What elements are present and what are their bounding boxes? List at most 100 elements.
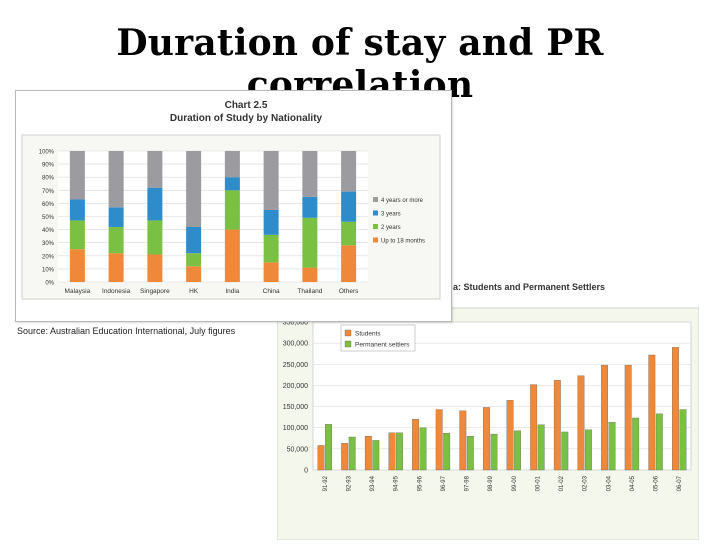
chart1-y-tick-label: 0%: [45, 281, 54, 287]
chart1-bar-segment: [69, 220, 85, 250]
chart2-bar: [530, 384, 538, 471]
chart1-bar-segment: [302, 217, 318, 268]
chart2-x-tick-label: 01-02: [559, 475, 565, 491]
chart2-y-tick-label: 150,000: [283, 404, 308, 411]
chart2-bar: [561, 431, 569, 471]
chart2-x-tick-label: 92-93: [346, 475, 352, 491]
chart1-bar-segment: [302, 151, 318, 197]
chart2-bar: [577, 375, 585, 471]
chart1-y-tick-label: 30%: [42, 241, 55, 247]
chart1-x-tick-label: HK: [189, 288, 199, 295]
chart2-y-tick-label: 0: [304, 468, 308, 475]
chart1-legend-label: 4 years or more: [381, 198, 424, 204]
chart2-bar: [601, 364, 608, 471]
chart2-x-tick-label: 06-07: [677, 475, 683, 491]
chart2-bar: [679, 409, 687, 471]
chart2-bar: [624, 364, 632, 471]
chart1-bar-segment: [108, 207, 124, 227]
chart1-legend-swatch: [373, 197, 378, 202]
chart2-bar: [348, 436, 356, 471]
chart1-x-tick-label: Thailand: [297, 288, 322, 295]
chart2-x-tick-label: 93-94: [370, 475, 376, 491]
chart2-y-tick-label: 50,000: [287, 446, 309, 453]
chart2-x-tick-label: 96-97: [441, 475, 447, 491]
chart1-bar-segment: [108, 151, 124, 208]
chart2-y-tick-label: 200,000: [283, 383, 308, 390]
chart1-legend-swatch: [373, 224, 378, 229]
chart1-x-tick-label: China: [263, 288, 280, 295]
chart1-x-tick-label: India: [225, 288, 239, 295]
chart1-bar-segment: [108, 253, 124, 282]
chart1-y-tick-label: 100%: [39, 150, 55, 156]
chart2-x-tick-label: 02-03: [583, 475, 589, 491]
chart1-bar-segment: [147, 151, 163, 188]
chart1-bar-segment: [186, 253, 202, 267]
duration-chart-panel: Chart 2.5 Duration of Study by Nationalit…: [15, 90, 452, 322]
chart2-bar: [317, 445, 325, 471]
source-note: Source: Australian Education Internation…: [17, 326, 236, 336]
chart2-x-tick-label: 00-01: [535, 475, 541, 491]
chart1-y-tick-label: 80%: [42, 176, 55, 182]
chart2-bar: [506, 400, 514, 471]
chart2-bar: [396, 432, 403, 471]
chart1-legend-label: Up to 18 months: [381, 239, 425, 245]
chart2-bar: [435, 409, 443, 471]
chart2-bar: [655, 413, 663, 471]
chart1-legend-swatch: [373, 210, 378, 216]
chart1-bar-segment: [263, 234, 279, 263]
chart1-bar-segment: [147, 254, 163, 282]
chart1-bar-segment: [302, 196, 318, 218]
chart1-y-tick-label: 20%: [42, 254, 55, 260]
chart2-bar: [341, 443, 349, 471]
chart1-bar-segment: [186, 266, 202, 282]
chart1-bar-segment: [186, 226, 202, 254]
chart1-bar-segment: [108, 226, 124, 254]
chart2-bar: [459, 410, 467, 471]
chart1-y-tick-label: 60%: [42, 202, 55, 208]
chart2-bar: [537, 424, 545, 471]
chart1-y-tick-label: 50%: [42, 215, 55, 221]
chart2-x-tick-label: 03-04: [606, 475, 612, 491]
chart2-legend-box: [340, 324, 416, 352]
chart1-bar-segment: [69, 199, 85, 221]
chart2-legend-swatch: [344, 340, 352, 348]
chart2-x-tick-label: 95-96: [417, 475, 423, 491]
chart2-y-tick-label: 350,000: [283, 320, 308, 327]
students-settlers-chart: a: Students and Permanent Settlers 0 50,00…: [276, 282, 700, 541]
chart2-bar: [364, 436, 372, 471]
chart2-bar: [412, 419, 419, 471]
chart1-bar-segment: [224, 151, 240, 178]
chart2-legend-label: Students: [355, 331, 381, 338]
chart1-legend-label: 3 years: [381, 212, 401, 218]
chart2-legend-swatch: [344, 329, 352, 337]
chart2-y-tick-label: 300,000: [283, 341, 308, 348]
chart2-x-tick-label: 91-92: [323, 475, 329, 491]
chart1-bar-segment: [263, 262, 279, 282]
chart2-bar: [372, 440, 380, 471]
chart2-bar: [514, 430, 521, 471]
chart2-y-tick-label: 250,000: [283, 362, 308, 369]
slide-title: Duration of stay and PR correlation: [116, 22, 604, 106]
chart1-bar-segment: [224, 229, 240, 282]
chart1-bar-segment: [224, 190, 240, 230]
chart1-bar-segment: [341, 191, 357, 222]
chart1-bar-segment: [341, 151, 357, 192]
chart1-y-tick-label: 40%: [42, 228, 55, 234]
chart1-y-tick-label: 10%: [42, 267, 55, 273]
chart1-bar-segment: [263, 151, 279, 210]
chart2-bar: [672, 347, 679, 471]
chart1-bar-segment: [224, 177, 240, 191]
chart2-bar: [483, 407, 490, 471]
chart1-legend-swatch: [373, 237, 378, 243]
chart2-x-tick-label: 05-06: [654, 475, 660, 491]
chart2-bar: [648, 354, 656, 471]
chart2-bar: [585, 429, 592, 471]
chart1-bar-segment: [147, 187, 163, 221]
chart1-bar-segment: [341, 245, 357, 282]
chart1-subtitle: Duration of Study by Nationality: [170, 113, 323, 124]
chart2-bar: [443, 433, 451, 471]
chart2-y-tick-label: 100,000: [283, 425, 308, 432]
chart1-y-tick-label: 70%: [42, 189, 55, 195]
chart2-bar: [490, 433, 498, 471]
chart2-bar: [466, 436, 474, 471]
